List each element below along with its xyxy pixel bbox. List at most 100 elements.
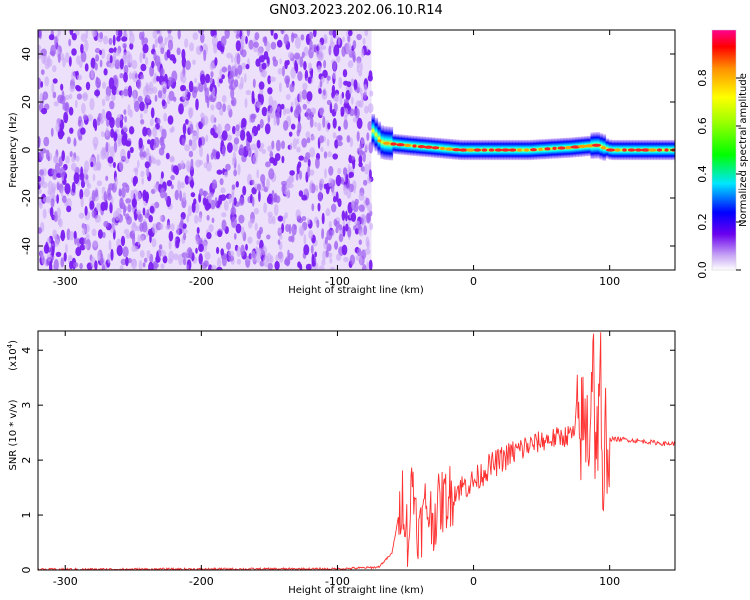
noise-speckle <box>301 138 308 148</box>
noise-speckle <box>281 155 285 164</box>
noise-speckle <box>241 49 247 58</box>
noise-speckle <box>148 261 154 270</box>
noise-speckle <box>220 187 226 194</box>
noise-speckle <box>331 84 336 94</box>
noise-speckle <box>233 169 238 177</box>
noise-speckle <box>241 62 247 70</box>
noise-speckle <box>109 100 115 110</box>
noise-speckle <box>238 196 245 206</box>
noise-speckle <box>204 251 211 261</box>
noise-speckle <box>364 105 369 114</box>
noise-speckle <box>152 30 158 39</box>
noise-speckle <box>342 219 346 227</box>
signal-band-column <box>380 125 385 159</box>
noise-speckle <box>129 230 136 240</box>
signal-core <box>664 148 669 152</box>
noise-speckle <box>290 106 293 113</box>
noise-speckle <box>71 181 76 193</box>
noise-speckle <box>79 59 83 68</box>
signal-core <box>656 148 663 152</box>
noise-speckle <box>344 108 349 117</box>
noise-speckle <box>114 176 118 187</box>
noise-speckle <box>248 134 253 143</box>
noise-speckle <box>53 101 59 107</box>
noise-speckle <box>358 204 365 212</box>
noise-speckle <box>203 81 207 93</box>
noise-speckle <box>307 76 312 84</box>
signal-core <box>494 148 503 152</box>
noise-speckle <box>328 30 334 36</box>
noise-speckle <box>317 65 322 73</box>
noise-speckle <box>280 103 285 110</box>
noise-speckle <box>221 130 228 141</box>
noise-speckle <box>142 191 146 198</box>
noise-speckle <box>337 37 341 46</box>
noise-speckle <box>296 146 301 153</box>
noise-speckle <box>311 261 316 267</box>
noise-speckle <box>247 147 252 158</box>
noise-speckle <box>254 32 260 41</box>
noise-speckle <box>195 247 198 254</box>
noise-speckle <box>190 139 197 152</box>
noise-speckle <box>168 90 175 101</box>
noise-speckle <box>152 126 158 138</box>
noise-speckle <box>328 45 332 56</box>
noise-speckle <box>113 140 118 153</box>
noise-speckle <box>267 87 273 95</box>
noise-speckle <box>318 88 322 95</box>
noise-speckle <box>97 161 101 171</box>
noise-speckle <box>91 209 96 218</box>
noise-speckle <box>332 153 339 160</box>
noise-speckle <box>103 68 108 76</box>
noise-speckle <box>173 96 177 102</box>
noise-speckle <box>335 174 342 187</box>
signal-band-column <box>521 139 526 161</box>
noise-speckle <box>261 62 267 70</box>
noise-speckle <box>210 264 217 270</box>
noise-speckle <box>234 79 239 88</box>
snr-scale-exponent: 4 <box>6 343 14 348</box>
noise-speckle <box>240 35 246 41</box>
colorbar-label: Normalized spectral amplitude <box>738 73 749 227</box>
noise-speckle <box>353 185 356 194</box>
signal-core <box>488 148 495 152</box>
noise-speckle <box>300 34 305 41</box>
noise-speckle <box>163 112 168 122</box>
noise-speckle <box>337 141 343 147</box>
noise-speckle <box>180 217 184 228</box>
noise-speckle <box>248 39 254 50</box>
noise-speckle <box>230 87 235 100</box>
noise-speckle <box>161 81 167 89</box>
noise-speckle <box>49 50 56 56</box>
noise-speckle <box>123 72 128 83</box>
noise-speckle <box>167 258 173 264</box>
noise-speckle <box>290 32 295 43</box>
noise-speckle <box>160 47 165 55</box>
noise-speckle <box>362 92 367 100</box>
noise-speckle <box>189 123 194 134</box>
noise-speckle <box>146 209 150 217</box>
noise-speckle <box>105 94 110 102</box>
noise-speckle <box>270 41 277 50</box>
noise-speckle <box>103 220 109 228</box>
noise-speckle <box>61 195 67 203</box>
noise-speckle <box>335 191 339 203</box>
noise-speckle <box>176 224 180 236</box>
noise-speckle <box>333 44 340 57</box>
noise-speckle <box>234 68 238 77</box>
noise-speckle <box>279 58 282 65</box>
noise-speckle <box>119 265 124 270</box>
noise-speckle <box>43 136 50 147</box>
noise-speckle <box>109 146 115 159</box>
noise-speckle <box>122 125 128 132</box>
noise-speckle <box>223 200 229 211</box>
noise-speckle <box>183 232 187 241</box>
noise-speckle <box>99 31 104 40</box>
x-tick-label: 100 <box>599 275 620 288</box>
signal-core <box>627 148 636 152</box>
noise-speckle <box>290 67 297 79</box>
signal-band-column <box>371 114 376 148</box>
y-tick-label: 2 <box>20 457 33 464</box>
noise-speckle <box>216 266 223 270</box>
noise-speckle <box>92 173 96 182</box>
